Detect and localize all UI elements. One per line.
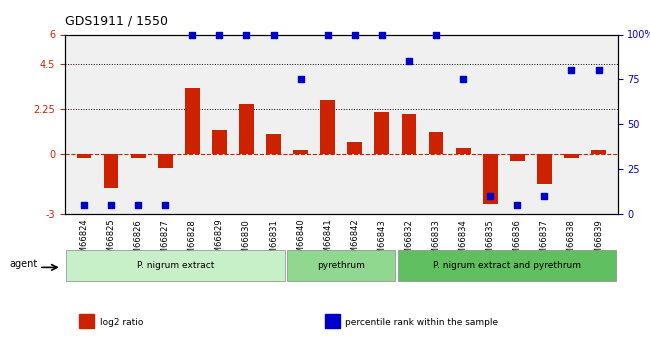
Bar	[456, 148, 471, 154]
Bar	[537, 154, 552, 184]
Point	[106, 202, 116, 208]
Bar	[564, 154, 579, 158]
Text: P. nigrum extract and pyrethrum: P. nigrum extract and pyrethrum	[433, 261, 581, 270]
Point	[566, 68, 577, 73]
Point	[160, 202, 170, 208]
Point	[593, 68, 604, 73]
Point	[322, 32, 333, 37]
Point	[241, 32, 252, 37]
Bar	[293, 150, 308, 154]
Text: GDS1911 / 1550: GDS1911 / 1550	[65, 14, 168, 27]
Bar	[510, 154, 525, 161]
Bar	[103, 154, 118, 188]
Point	[540, 193, 550, 199]
Point	[187, 32, 198, 37]
Bar	[591, 150, 606, 154]
Point	[485, 193, 495, 199]
Point	[512, 202, 523, 208]
Bar	[131, 154, 146, 158]
FancyBboxPatch shape	[398, 250, 616, 281]
Point	[377, 32, 387, 37]
Point	[458, 77, 468, 82]
Bar	[212, 130, 227, 154]
Bar	[185, 88, 200, 154]
Bar	[79, 314, 94, 328]
Bar	[483, 154, 498, 204]
Text: pyrethrum: pyrethrum	[317, 261, 365, 270]
Bar	[239, 104, 254, 154]
Text: percentile rank within the sample: percentile rank within the sample	[346, 318, 499, 327]
Bar	[428, 132, 443, 154]
Bar	[158, 154, 173, 168]
Point	[431, 32, 441, 37]
Text: log2 ratio: log2 ratio	[100, 318, 143, 327]
Point	[133, 202, 143, 208]
Bar	[402, 114, 417, 154]
Bar	[374, 112, 389, 154]
Bar	[347, 142, 362, 154]
Bar	[320, 100, 335, 154]
Bar	[266, 134, 281, 154]
FancyBboxPatch shape	[66, 250, 285, 281]
Text: P. nigrum extract: P. nigrum extract	[136, 261, 214, 270]
Point	[79, 202, 89, 208]
Point	[350, 32, 360, 37]
Point	[268, 32, 279, 37]
FancyBboxPatch shape	[287, 250, 395, 281]
Point	[404, 59, 414, 64]
Point	[214, 32, 225, 37]
Text: agent: agent	[10, 259, 38, 269]
Bar	[77, 154, 92, 158]
Point	[295, 77, 306, 82]
Bar	[325, 314, 339, 328]
